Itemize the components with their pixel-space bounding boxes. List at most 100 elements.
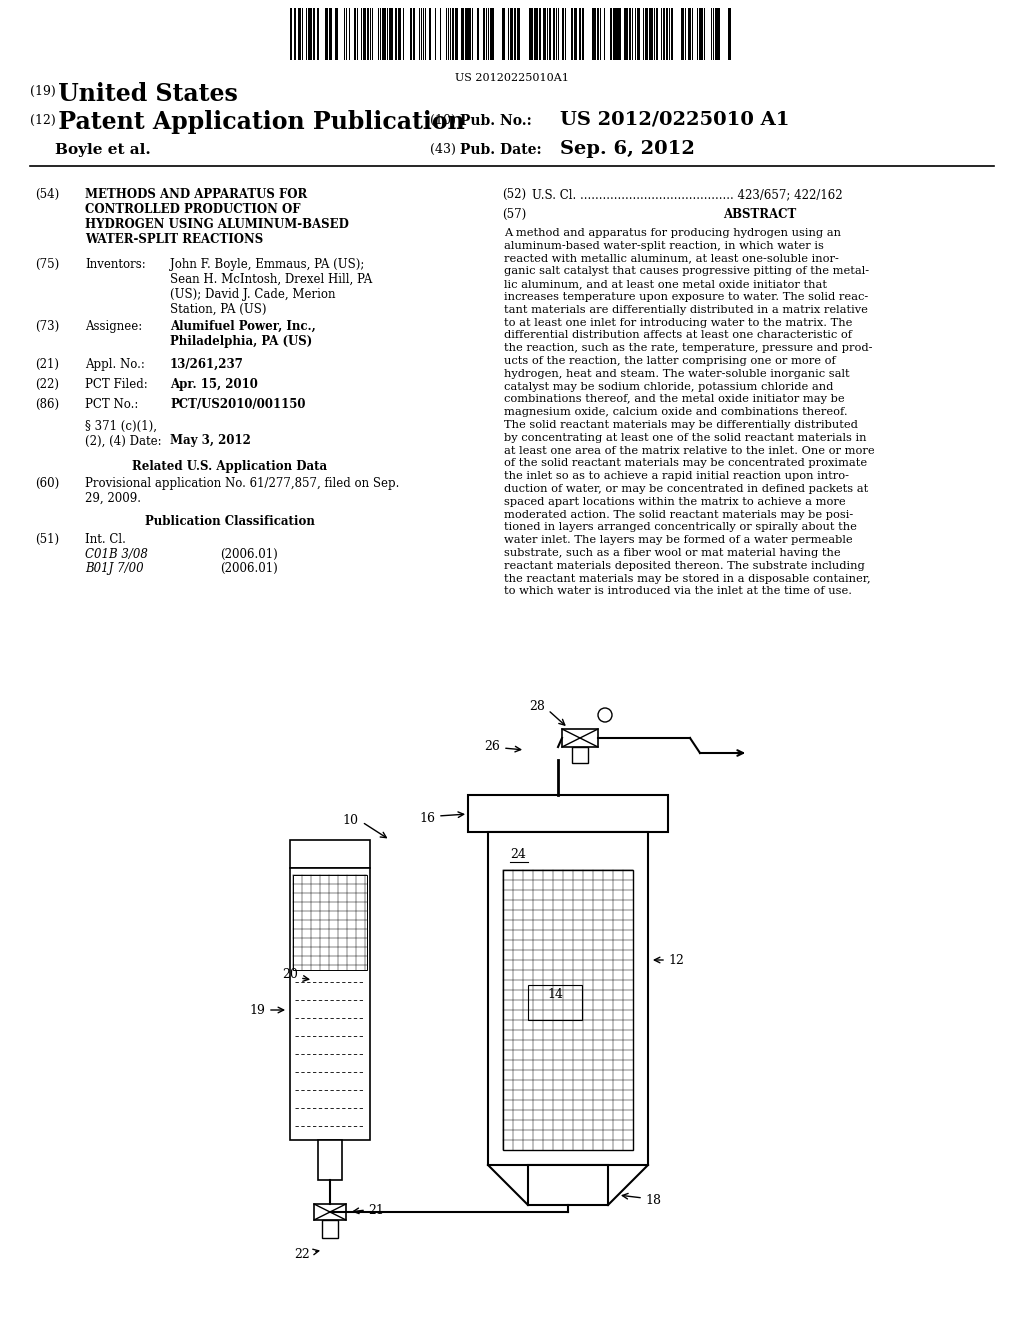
Bar <box>717 8 720 59</box>
Bar <box>646 8 648 59</box>
Text: 28: 28 <box>529 700 545 713</box>
Text: Sep. 6, 2012: Sep. 6, 2012 <box>560 140 695 158</box>
Bar <box>536 8 538 59</box>
Bar <box>398 8 401 59</box>
Text: US 20120225010A1: US 20120225010A1 <box>455 73 569 83</box>
Text: ABSTRACT: ABSTRACT <box>723 209 797 220</box>
Text: Patent Application Publication: Patent Application Publication <box>50 110 465 135</box>
Bar <box>562 729 598 747</box>
Bar <box>465 8 467 59</box>
Bar <box>317 8 319 59</box>
Bar <box>314 1204 346 1220</box>
Text: A method and apparatus for producing hydrogen using an
aluminum-based water-spli: A method and apparatus for producing hyd… <box>504 228 874 597</box>
Bar <box>390 8 393 59</box>
Bar <box>517 8 520 59</box>
Text: Apr. 15, 2010: Apr. 15, 2010 <box>170 378 258 391</box>
Bar <box>290 840 370 869</box>
Bar <box>383 8 386 59</box>
Text: (2006.01): (2006.01) <box>220 548 278 561</box>
Bar <box>592 8 595 59</box>
Text: (86): (86) <box>35 399 59 411</box>
Bar <box>688 8 691 59</box>
Bar <box>329 8 332 59</box>
Text: (12): (12) <box>30 114 55 127</box>
Bar <box>510 8 512 59</box>
Bar <box>531 8 534 59</box>
Text: 16: 16 <box>419 812 435 825</box>
Text: METHODS AND APPARATUS FOR
CONTROLLED PRODUCTION OF
HYDROGEN USING ALUMINUM-BASED: METHODS AND APPARATUS FOR CONTROLLED PRO… <box>85 187 349 246</box>
Text: 14: 14 <box>547 987 563 1001</box>
Bar <box>682 8 684 59</box>
Text: Boyle et al.: Boyle et al. <box>55 143 151 157</box>
Bar <box>539 8 541 59</box>
Text: (57): (57) <box>502 209 526 220</box>
Text: (21): (21) <box>35 358 59 371</box>
Bar <box>322 1220 338 1238</box>
Bar <box>613 8 616 59</box>
Bar <box>715 8 717 59</box>
Bar <box>488 832 648 1166</box>
Text: May 3, 2012: May 3, 2012 <box>170 434 251 447</box>
Bar <box>562 8 564 59</box>
Bar <box>335 8 338 59</box>
Bar <box>461 8 464 59</box>
Text: (2006.01): (2006.01) <box>220 562 278 576</box>
Text: Int. Cl.: Int. Cl. <box>85 533 126 546</box>
Text: Inventors:: Inventors: <box>85 257 145 271</box>
Bar <box>483 8 485 59</box>
Bar <box>477 8 479 59</box>
Bar <box>452 8 454 59</box>
Bar <box>624 8 626 59</box>
Bar <box>629 8 631 59</box>
Bar <box>503 870 633 1150</box>
Bar <box>413 8 415 59</box>
Bar <box>666 8 668 59</box>
Text: Related U.S. Application Data: Related U.S. Application Data <box>132 459 328 473</box>
Text: Provisional application No. 61/277,857, filed on Sep.
29, 2009.: Provisional application No. 61/277,857, … <box>85 477 399 506</box>
Text: 19: 19 <box>249 1003 265 1016</box>
Bar <box>395 8 397 59</box>
Text: 21: 21 <box>368 1204 384 1217</box>
Bar <box>529 8 531 59</box>
Bar <box>671 8 673 59</box>
Bar <box>490 8 492 59</box>
Text: Pub. Date:: Pub. Date: <box>455 143 542 157</box>
Bar <box>544 8 546 59</box>
Text: (19): (19) <box>30 84 55 98</box>
Bar <box>574 8 575 59</box>
Text: (73): (73) <box>35 319 59 333</box>
Text: Publication Classification: Publication Classification <box>145 515 315 528</box>
Text: § 371 (c)(1),
(2), (4) Date:: § 371 (c)(1), (2), (4) Date: <box>85 420 162 447</box>
Text: (75): (75) <box>35 257 59 271</box>
Text: (54): (54) <box>35 187 59 201</box>
Bar <box>468 795 668 832</box>
Bar <box>579 8 581 59</box>
Text: (22): (22) <box>35 378 59 391</box>
Text: Alumifuel Power, Inc.,
Philadelphia, PA (US): Alumifuel Power, Inc., Philadelphia, PA … <box>170 319 315 348</box>
Bar <box>656 8 658 59</box>
Bar <box>290 869 370 1140</box>
Text: (43): (43) <box>430 143 456 156</box>
Bar <box>549 8 551 59</box>
Bar <box>528 1166 608 1205</box>
Text: Assignee:: Assignee: <box>85 319 142 333</box>
Bar <box>367 8 369 59</box>
Bar <box>318 1140 342 1180</box>
Bar <box>597 8 599 59</box>
Text: (10): (10) <box>430 114 456 127</box>
Bar <box>299 8 301 59</box>
Bar <box>638 8 640 59</box>
Bar <box>514 8 516 59</box>
Bar <box>313 8 315 59</box>
Bar <box>308 8 311 59</box>
Bar <box>455 8 457 59</box>
Circle shape <box>598 708 612 722</box>
Text: U.S. Cl. ......................................... 423/657; 422/162: U.S. Cl. ...............................… <box>532 187 843 201</box>
Bar <box>571 8 573 59</box>
Text: 10: 10 <box>342 813 358 826</box>
Bar <box>616 8 618 59</box>
Text: PCT No.:: PCT No.: <box>85 399 138 411</box>
Text: PCT/US2010/001150: PCT/US2010/001150 <box>170 399 305 411</box>
Text: (52): (52) <box>502 187 526 201</box>
Text: 13/261,237: 13/261,237 <box>170 358 244 371</box>
